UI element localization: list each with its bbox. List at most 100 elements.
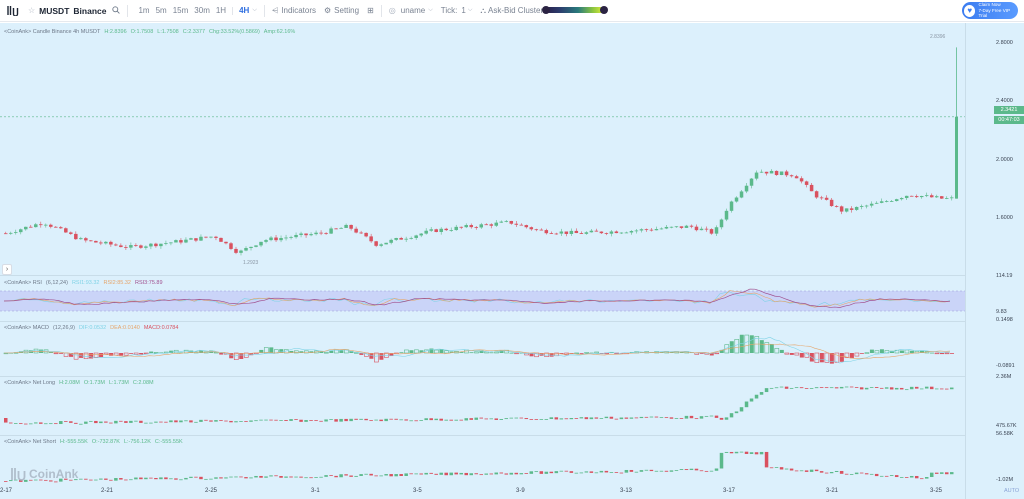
axis-label: 2.4000 — [996, 98, 1013, 104]
chart-area[interactable]: <CoinAnk> Candle Binance 4h MUSDT H:2.839… — [0, 23, 1024, 499]
chevron-down-icon: ⌵ — [467, 7, 473, 13]
candle-title: <CoinAnk> Candle Binance 4h MUSDT — [4, 29, 101, 35]
timeframe-1h[interactable]: 1H — [215, 6, 227, 15]
layout-icon[interactable] — [2, 0, 24, 22]
macd-value: MACD:0.0784 — [143, 325, 179, 331]
rsi-panel-title: <CoinAnk> RSI (6,12,24) RSI1:93.32 RSI2:85.… — [4, 280, 167, 286]
vip-line1: Claim Now — [978, 2, 1001, 8]
x-tick: 2-21 — [101, 488, 114, 494]
netshort-title: <CoinAnk> Net Short — [4, 439, 56, 445]
eye-icon: ◎ — [388, 6, 396, 15]
top-toolbar: ☆ MUSDT Binance 1m 5m 15m 30m 1H 4H ⌵ ⩤ … — [0, 0, 1024, 22]
series-canvas[interactable] — [0, 23, 965, 486]
low-marker: 1.2923 — [243, 260, 259, 266]
x-tick: 3-21 — [826, 488, 839, 494]
timeframe-15m[interactable]: 15m — [172, 6, 189, 15]
macd-dif: DIF:0.0532 — [78, 325, 107, 331]
rsi-params: (6,12,24) — [45, 280, 68, 286]
indicators-icon: ⩤ — [271, 5, 279, 15]
rsi-axis-bottom: 9.83 — [996, 309, 1007, 315]
plot-region[interactable]: <CoinAnk> Candle Binance 4h MUSDT H:2.839… — [0, 23, 965, 494]
cluster-icon: ⛬ — [480, 5, 486, 15]
netlong-low: L:1.73M — [108, 380, 129, 386]
netshort-low: L:-756.12K — [123, 439, 151, 445]
setting-button[interactable]: ⚙ Setting — [320, 0, 363, 22]
cluster-label: Ask-Bid Cluster — [488, 6, 544, 15]
macd-panel-title: <CoinAnk> MACD (12,26,9) DIF:0.0532 DEA:0.0… — [4, 325, 182, 331]
slider-handle-right[interactable] — [600, 6, 608, 14]
timeframe-4h[interactable]: 4H — [239, 6, 250, 15]
symbol-name: MUSDT — [39, 5, 70, 16]
countdown-tag: 00:47:03 — [994, 116, 1024, 124]
heatmap-range-slider[interactable] — [542, 6, 608, 14]
candle-chg: Chg:33.52%(0.5869) — [209, 29, 260, 35]
setting-label: Setting — [334, 6, 360, 15]
search-icon[interactable] — [112, 5, 121, 16]
rsi-title: <CoinAnk> RSI — [4, 280, 42, 286]
x-tick: 3-17 — [723, 488, 736, 494]
rsi1-value: RSI1:93.32 — [71, 280, 100, 286]
netlong-title: <CoinAnk> Net Long — [4, 380, 56, 386]
x-tick: 3-1 — [311, 488, 320, 494]
exchange-name: Binance — [73, 5, 107, 16]
price-axis[interactable]: 2.8000 2.4000 2.3421 00:47:03 2.0000 1.6… — [965, 23, 1024, 499]
macd-axis-bottom: -0.0891 — [996, 363, 1015, 369]
candle-amp: Amp:62.16% — [263, 29, 296, 35]
netlong-close: C:2.08M — [132, 380, 154, 386]
netlong-axis-top: 2.36M — [996, 374, 1012, 380]
star-icon[interactable]: ☆ — [28, 6, 36, 15]
divider — [380, 4, 382, 17]
panel-divider[interactable] — [0, 435, 965, 436]
candle-panel-title: <CoinAnk> Candle Binance 4h MUSDT H:2.839… — [4, 29, 299, 35]
x-tick: 3-25 — [930, 488, 943, 494]
candle-low: L:1.7508 — [157, 29, 179, 35]
divider — [263, 4, 265, 17]
grid-icon: ⊞ — [367, 6, 374, 15]
panel-divider[interactable] — [0, 376, 965, 377]
axis-label: 1.6000 — [996, 215, 1013, 221]
netshort-axis-bottom: -1.02M — [996, 477, 1014, 483]
axis-label: 2.0000 — [996, 157, 1013, 163]
watermark: CoinAnk — [10, 467, 78, 481]
timeframe-1m[interactable]: 1m — [138, 6, 150, 15]
divider — [127, 4, 129, 17]
tick-label: Tick: — [440, 6, 458, 15]
candle-high: H:2.8396 — [104, 29, 127, 35]
macd-dea: DEA:0.0140 — [110, 325, 140, 331]
netlong-axis-bottom: 475.67K — [996, 423, 1017, 429]
vip-trial-button[interactable]: ♥ Claim Now 7-Day Free VIP Trial — [962, 2, 1018, 19]
x-tick: 2-17 — [0, 488, 13, 494]
symbol-selector[interactable]: ☆ MUSDT Binance — [24, 0, 124, 22]
high-marker: 2.8396 — [930, 34, 946, 40]
macd-params: (12,26,9) — [52, 325, 75, 331]
candle-close: C:2.3377 — [182, 29, 206, 35]
collapse-panel-button[interactable]: › — [2, 264, 12, 275]
tick-selector[interactable]: Tick: 1 ⌵ — [437, 0, 477, 22]
grid-button[interactable]: ⊞ — [363, 0, 378, 22]
indicators-button[interactable]: ⩤ Indicators — [268, 0, 320, 22]
panel-divider[interactable] — [0, 321, 965, 322]
chevron-down-icon: ⌵ — [428, 7, 433, 13]
timeframe-30m[interactable]: 30m — [194, 6, 210, 15]
gear-icon: ⚙ — [323, 6, 332, 15]
indicators-label: Indicators — [281, 6, 316, 15]
rsi3-value: RSI3:75.89 — [135, 280, 163, 286]
uname-selector[interactable]: ◎ uname ⌵ — [385, 0, 437, 22]
netlong-open: O:1.73M — [83, 380, 105, 386]
netlong-high: H:2.08M — [59, 380, 80, 386]
netshort-panel-title: <CoinAnk> Net Short H:-555.55K O:-732.87K L… — [4, 439, 187, 445]
panel-divider[interactable] — [0, 275, 965, 276]
coinank-logo-icon — [11, 468, 26, 481]
x-axis: 2-17 2-21 2-25 3-1 3-5 3-9 3-13 3-17 3-2… — [0, 487, 965, 499]
x-tick: 3-9 — [516, 488, 525, 494]
chevron-down-icon[interactable]: ⌵ — [252, 7, 257, 13]
netshort-high: H:-555.55K — [59, 439, 88, 445]
tick-value: 1 — [461, 6, 466, 15]
x-tick: 3-5 — [413, 488, 422, 494]
last-price-tag: 2.3421 — [994, 106, 1024, 114]
timeframe-5m[interactable]: 5m — [155, 6, 167, 15]
slider-handle-left[interactable] — [542, 6, 550, 14]
timeframe-group: 1m 5m 15m 30m 1H 4H ⌵ — [131, 0, 260, 22]
vip-line2: 7-Day Free VIP Trial — [978, 7, 1011, 19]
auto-scale-toggle[interactable]: AUTO — [1004, 488, 1020, 494]
